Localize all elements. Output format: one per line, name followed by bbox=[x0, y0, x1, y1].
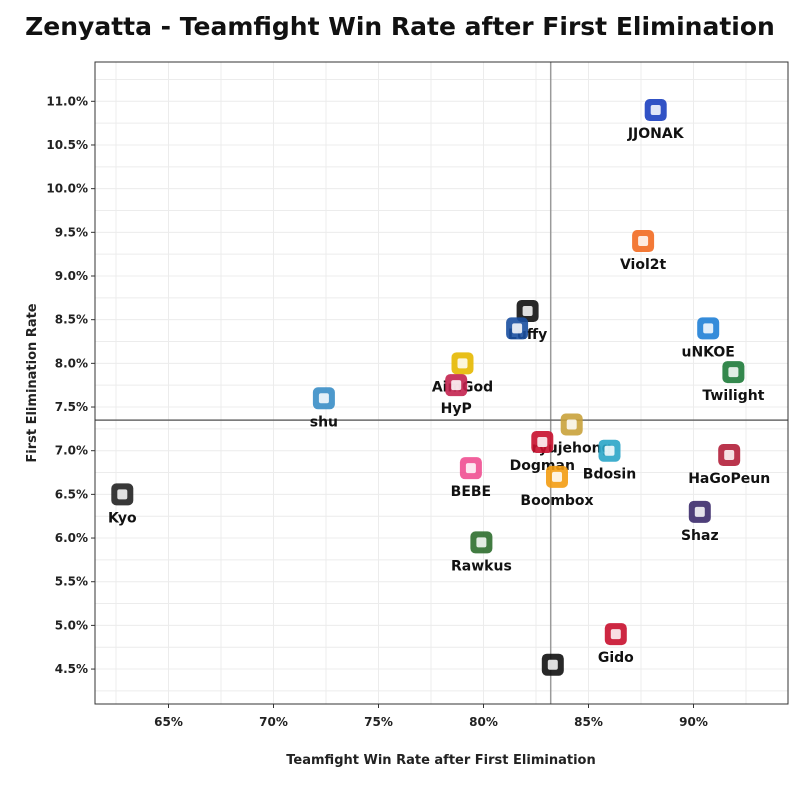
x-tick-label: 80% bbox=[469, 715, 498, 729]
team-logo-inner bbox=[476, 537, 487, 548]
team-logo-inner bbox=[694, 506, 705, 517]
point-label: Shaz bbox=[681, 528, 719, 544]
point-label: BEBE bbox=[451, 484, 491, 500]
data-point bbox=[541, 653, 564, 676]
data-point: Rawkus bbox=[451, 531, 512, 574]
team-logo-inner bbox=[703, 323, 714, 334]
chart-title: Zenyatta - Teamfight Win Rate after Firs… bbox=[25, 12, 775, 41]
team-logo-inner bbox=[547, 659, 558, 670]
y-tick-label: 6.5% bbox=[55, 487, 88, 501]
team-logo-inner bbox=[522, 305, 533, 316]
data-point: Kyo bbox=[108, 483, 137, 526]
data-point bbox=[506, 317, 529, 340]
point-label: Boombox bbox=[520, 493, 593, 509]
x-tick-label: 75% bbox=[364, 715, 393, 729]
data-point: shu bbox=[310, 387, 338, 430]
x-axis-title: Teamfight Win Rate after First Eliminati… bbox=[286, 753, 595, 768]
data-point: HaGoPeun bbox=[688, 444, 770, 487]
y-tick-label: 6.0% bbox=[55, 531, 88, 545]
y-tick-label: 8.5% bbox=[55, 313, 88, 327]
x-tick-label: 70% bbox=[259, 715, 288, 729]
data-point: JJONAK bbox=[627, 99, 685, 142]
team-logo-inner bbox=[465, 463, 476, 474]
y-tick-label: 5.5% bbox=[55, 575, 88, 589]
x-tick-label: 85% bbox=[574, 715, 603, 729]
data-point: Viol2t bbox=[620, 230, 667, 273]
team-logo-inner bbox=[537, 436, 548, 447]
data-point: Bdosin bbox=[583, 439, 636, 483]
data-point: uNKOE bbox=[682, 317, 735, 360]
team-logo-inner bbox=[318, 393, 329, 404]
x-tick-label: 90% bbox=[679, 715, 708, 729]
reference-lines bbox=[95, 62, 788, 704]
team-logo-inner bbox=[638, 236, 649, 247]
y-tick-label: 5.0% bbox=[55, 618, 88, 632]
data-points: JJONAKViol2tLuffyuNKOEAimGodTwilightHyPs… bbox=[108, 99, 770, 676]
y-tick-label: 7.5% bbox=[55, 400, 88, 414]
team-logo-inner bbox=[604, 445, 615, 456]
team-logo-inner bbox=[457, 358, 468, 369]
y-tick-label: 10.5% bbox=[46, 138, 88, 152]
point-label: Viol2t bbox=[620, 257, 667, 273]
data-point: Dogman bbox=[510, 430, 575, 474]
x-tick-label: 65% bbox=[154, 715, 183, 729]
y-tick-label: 10.0% bbox=[46, 182, 88, 196]
plot-frame bbox=[94, 61, 789, 705]
y-axis-ticks: 4.5% 5.0% 5.5% 6.0% 6.5% 7.0% 7.5% 8.0% 8.5% 9.0%… bbox=[46, 94, 95, 676]
point-label: HaGoPeun bbox=[688, 471, 770, 487]
team-logo-inner bbox=[117, 489, 128, 500]
y-tick-label: 9.5% bbox=[55, 225, 88, 239]
team-logo-inner bbox=[724, 450, 735, 461]
data-point: Shaz bbox=[681, 500, 719, 544]
y-tick-label: 8.0% bbox=[55, 356, 88, 370]
team-logo-inner bbox=[451, 380, 462, 391]
team-logo-inner bbox=[610, 629, 621, 640]
point-label: JJONAK bbox=[627, 126, 685, 142]
point-label: HyP bbox=[441, 401, 472, 417]
data-point: Gido bbox=[598, 623, 634, 666]
data-point: BEBE bbox=[451, 457, 491, 500]
data-point: Boombox bbox=[520, 465, 594, 509]
point-label: Bdosin bbox=[583, 467, 636, 483]
team-logo-inner bbox=[512, 323, 523, 334]
point-label: Gido bbox=[598, 650, 634, 666]
x-axis-ticks: 65% 70% 75% 80% 85% 90% bbox=[154, 704, 708, 729]
team-logo-inner bbox=[566, 419, 577, 430]
team-logo-inner bbox=[728, 367, 739, 378]
grid-layer bbox=[95, 62, 788, 704]
y-axis-title: First Elimination Rate bbox=[25, 303, 40, 462]
y-tick-label: 9.0% bbox=[55, 269, 88, 283]
y-tick-label: 7.0% bbox=[55, 444, 88, 458]
point-label: Kyo bbox=[108, 510, 137, 526]
data-point: HyP bbox=[441, 374, 472, 417]
y-tick-label: 11.0% bbox=[46, 94, 88, 108]
data-point: Twilight bbox=[702, 361, 765, 404]
point-label: Rawkus bbox=[451, 558, 512, 574]
point-label: shu bbox=[310, 414, 338, 430]
team-logo-inner bbox=[650, 105, 661, 116]
team-logo-inner bbox=[552, 471, 562, 482]
point-label: Twilight bbox=[702, 388, 764, 404]
y-tick-label: 4.5% bbox=[55, 662, 88, 676]
point-label: uNKOE bbox=[682, 344, 735, 360]
